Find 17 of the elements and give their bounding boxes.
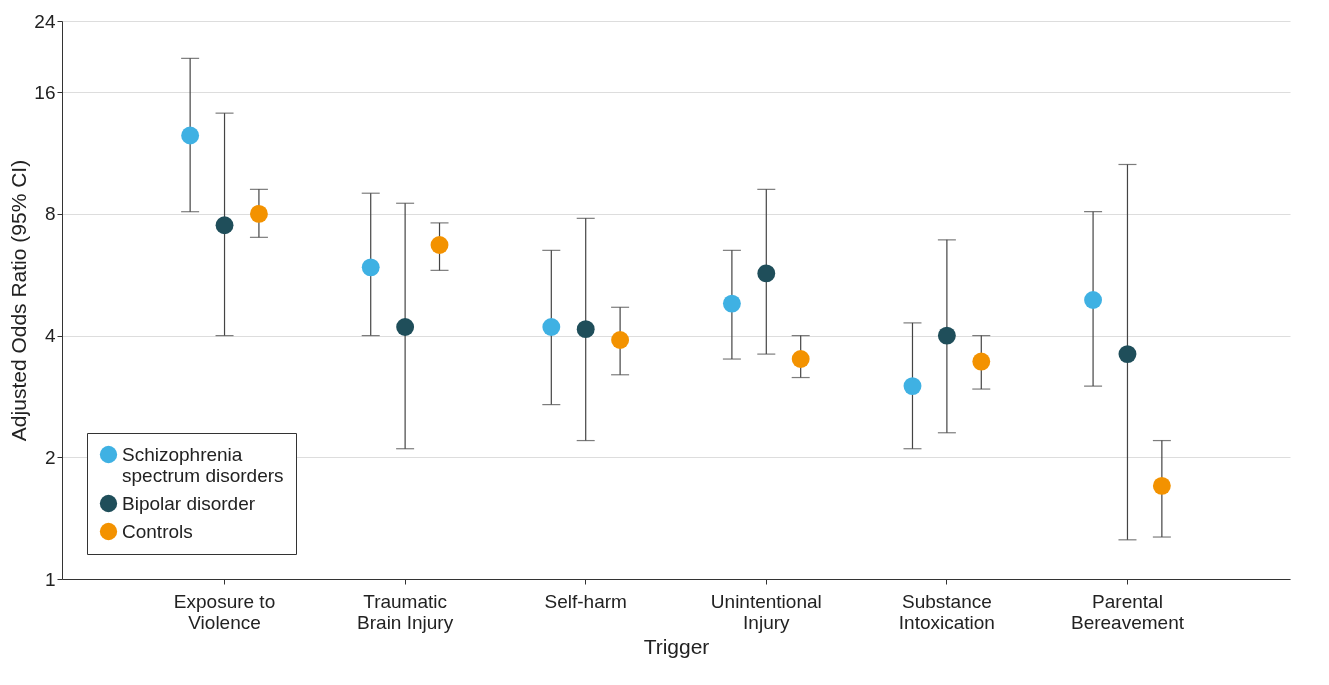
legend-label: Bipolar disorder: [122, 492, 256, 514]
legend-label: Controls: [122, 520, 193, 542]
x-tick-label: Traumatic Brain Injury: [357, 590, 454, 633]
x-tick-label: Unintentional Injury: [710, 590, 822, 633]
y-tick-label: 1: [44, 568, 56, 590]
x-tick-label: Exposure to Violence: [173, 590, 276, 633]
y-tick-label: 8: [44, 203, 56, 225]
x-tick-label: Self-harm: [544, 590, 627, 612]
y-tick-label: 2: [44, 446, 56, 468]
legend-label: Schizophrenia spectrum disorders: [122, 443, 284, 486]
y-tick-label: 4: [44, 325, 56, 347]
y-axis-title: Adjusted Odds Ratio (95% CI): [7, 159, 31, 442]
y-tick-label: 16: [34, 81, 56, 103]
x-tick-label: Substance Intoxication: [898, 590, 995, 633]
y-tick-label: 24: [34, 10, 56, 32]
x-axis-title: Trigger: [643, 634, 710, 658]
x-tick-label: Parental Bereavement: [1070, 590, 1185, 633]
